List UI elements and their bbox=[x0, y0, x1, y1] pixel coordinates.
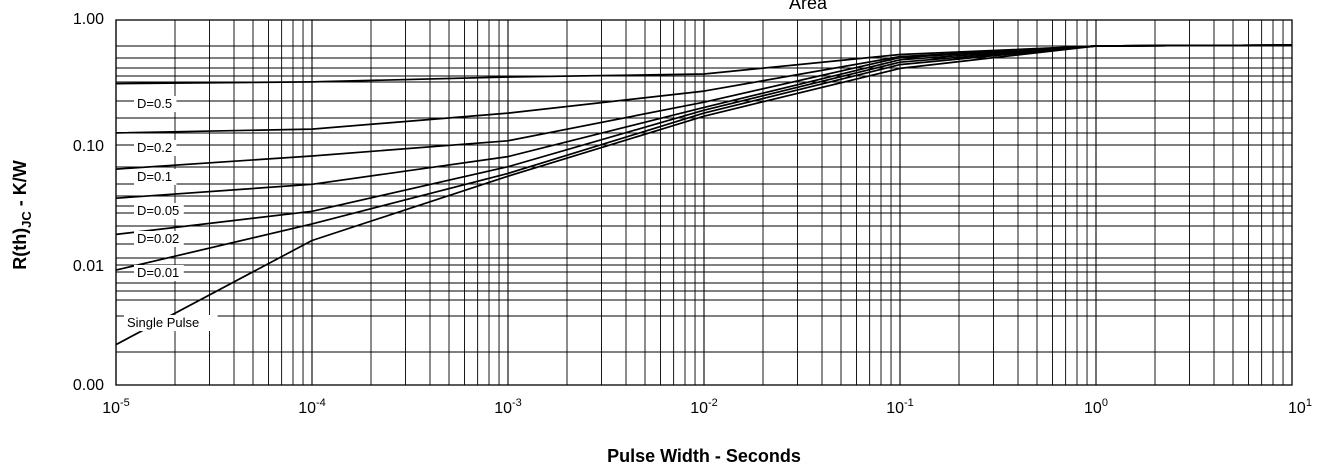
y-tick-labels: 1.00 0.10 0.01 0.00 bbox=[73, 11, 104, 394]
series-lines bbox=[115, 44, 1293, 346]
x-axis-label: Pulse Width - Seconds bbox=[607, 446, 801, 466]
series-label-bg bbox=[134, 203, 184, 219]
chart-title: Area bbox=[789, 0, 828, 13]
x-tick-label: 10-2 bbox=[690, 397, 718, 417]
series-label-bg bbox=[134, 231, 184, 247]
x-tick-label: 101 bbox=[1288, 397, 1312, 417]
y-axis-label-main: R(th) bbox=[10, 228, 30, 270]
series-label: D=0.05 bbox=[137, 203, 179, 218]
x-tick-labels: 10-5 10-4 10-3 10-2 10-1 100 101 bbox=[102, 397, 1312, 417]
y-axis-label: R(th)JC - K/W bbox=[10, 160, 34, 270]
series-label-bg bbox=[134, 140, 177, 156]
series-label-bg bbox=[134, 169, 177, 185]
series-label-bg bbox=[134, 265, 184, 281]
series-label-bg bbox=[134, 96, 177, 112]
series-labels: D=0.5 D=0.2 D=0.1 D=0.05 D=0.02 D=0.01 Single … bbox=[124, 96, 218, 331]
y-tick-label: 1.00 bbox=[73, 11, 104, 28]
plot-frame bbox=[115, 19, 1293, 386]
series-label: D=0.5 bbox=[137, 96, 172, 111]
series-label-bg bbox=[124, 315, 218, 331]
x-tick-label: 10-5 bbox=[102, 397, 130, 417]
y-tick-label: 0.10 bbox=[73, 138, 104, 155]
y-axis-label-suffix: - K/W bbox=[10, 160, 30, 211]
x-tick-label: 10-1 bbox=[886, 397, 914, 417]
x-tick-label: 10-3 bbox=[494, 397, 522, 417]
series-label: D=0.2 bbox=[137, 140, 172, 155]
series-line-single-pulse bbox=[115, 44, 1293, 346]
y-tick-label: 0.00 bbox=[73, 377, 104, 394]
series-label: D=0.1 bbox=[137, 169, 172, 184]
y-axis-label-sub: JC bbox=[19, 211, 34, 228]
series-label: D=0.01 bbox=[137, 265, 179, 280]
series-label: Single Pulse bbox=[127, 315, 199, 330]
x-tick-label: 10-4 bbox=[298, 397, 326, 417]
series-label: D=0.02 bbox=[137, 231, 179, 246]
y-tick-label: 0.01 bbox=[73, 258, 104, 275]
x-tick-label: 100 bbox=[1084, 397, 1108, 417]
